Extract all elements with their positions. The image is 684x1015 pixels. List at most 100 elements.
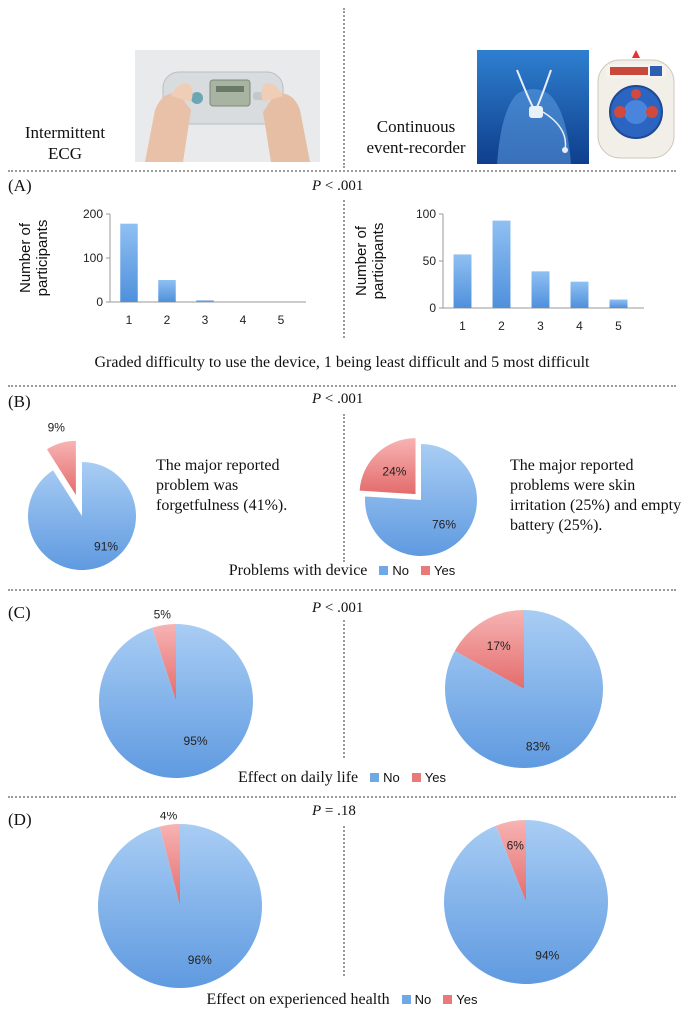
no-slice xyxy=(445,610,603,768)
bar xyxy=(531,271,550,308)
panel-a-caption: Graded difficulty to use the device, 1 b… xyxy=(94,354,590,371)
panel-a-divider xyxy=(343,200,345,338)
yes-slice xyxy=(495,820,526,902)
legend-swatch-yes xyxy=(421,566,431,575)
panel-b-divider xyxy=(343,414,345,562)
y-tick-label: 0 xyxy=(96,295,103,309)
x-tick-label: 4 xyxy=(576,319,583,333)
panel-c-caption-row: Effect on daily life No Yes xyxy=(0,769,684,787)
panel-d-right-pie: 94% 6% xyxy=(444,820,608,984)
panel-a-letter: (A) xyxy=(8,176,32,195)
panel-b-letter: (B) xyxy=(8,392,31,411)
panel-b-left-pie: 91% 9% xyxy=(27,420,136,570)
bar xyxy=(158,280,176,302)
legend-swatch-no xyxy=(401,995,411,1004)
panel-b-separator xyxy=(8,589,676,591)
x-tick-label: 3 xyxy=(537,319,544,333)
slice-label: 9% xyxy=(48,420,66,434)
yes-slice xyxy=(454,610,524,689)
x-tick-label: 1 xyxy=(126,313,133,327)
panel-d-p-value: P = .18 xyxy=(312,803,356,819)
y-tick-label: 200 xyxy=(83,207,103,221)
header-separator xyxy=(8,170,676,172)
yes-slice xyxy=(46,440,76,495)
panel-b-right-pie: 76% 24% xyxy=(359,438,477,556)
panel-d-caption-row: Effect on experienced health No Yes xyxy=(0,991,684,1009)
legend-no: No xyxy=(379,563,409,578)
yes-slice xyxy=(159,824,180,906)
legend-swatch-no xyxy=(379,566,389,575)
x-tick-label: 2 xyxy=(498,319,505,333)
y-tick-label: 100 xyxy=(83,251,103,265)
legend-yes: Yes xyxy=(421,563,455,578)
bar xyxy=(120,223,138,302)
bar xyxy=(570,281,589,308)
y-axis-label: Number ofparticipants xyxy=(17,220,51,297)
y-tick-label: 100 xyxy=(416,207,436,221)
slice-label: 83% xyxy=(526,740,550,754)
legend-swatch-yes xyxy=(443,995,453,1004)
panel-a-left-bar-chart: 0 100 200 1 2 3 4 5 Number ofparticipants xyxy=(17,207,306,327)
panel-c-right-pie: 83% 17% xyxy=(445,610,603,768)
panel-a-right-bar-chart: 0 50 100 1 2 3 4 5 Number ofparticipants xyxy=(353,207,644,333)
panel-c-divider xyxy=(343,620,345,758)
no-slice xyxy=(444,820,608,984)
panel-b-p-value: P < .001 xyxy=(312,391,364,407)
slice-label: 24% xyxy=(382,465,406,479)
legend-swatch-no xyxy=(370,773,380,782)
slice-label: 5% xyxy=(154,610,172,621)
panel-c-separator xyxy=(8,796,676,798)
y-axis-label: Number ofparticipants xyxy=(353,223,387,300)
panel-c-p-value: P < .001 xyxy=(312,600,364,616)
slice-label: 4% xyxy=(160,812,178,823)
panel-a-p-value: P < .001 xyxy=(312,178,364,194)
x-tick-label: 2 xyxy=(164,313,171,327)
y-tick-label: 50 xyxy=(423,254,437,268)
x-tick-label: 5 xyxy=(278,313,285,327)
x-tick-label: 3 xyxy=(202,313,209,327)
bar xyxy=(609,299,628,308)
slice-label: 76% xyxy=(432,517,456,531)
chest-worn-event-recorder-photo xyxy=(477,50,589,164)
panel-c-caption: Effect on daily life xyxy=(238,769,359,786)
panel-b-left-note: The major reported problem was forgetful… xyxy=(156,457,288,514)
no-slice xyxy=(365,444,477,556)
slice-label: 6% xyxy=(507,839,525,853)
panel-c-left-pie: 95% 5% xyxy=(99,610,254,778)
right-device-label: Continuous event-recorder xyxy=(366,117,466,157)
slice-label: 95% xyxy=(184,734,208,748)
x-tick-label: 1 xyxy=(459,319,466,333)
panel-b-caption: Problems with device xyxy=(228,562,368,579)
legend-swatch-yes xyxy=(411,773,421,782)
panel-d-left-pie: 96% 4% xyxy=(97,812,262,988)
panel-a-separator xyxy=(8,385,676,387)
legend-yes: Yes xyxy=(411,770,446,785)
slice-label: 17% xyxy=(487,639,511,653)
bar xyxy=(453,254,472,308)
header-divider xyxy=(343,8,345,168)
no-slice xyxy=(27,462,136,570)
x-tick-label: 5 xyxy=(615,319,622,333)
y-tick-label: 0 xyxy=(429,301,436,315)
x-tick-label: 4 xyxy=(240,313,247,327)
panel-c-letter: (C) xyxy=(8,603,31,622)
no-slice xyxy=(99,624,254,778)
slice-label: 96% xyxy=(188,953,212,967)
handheld-ecg-device-photo xyxy=(135,50,320,162)
event-recorder-unit-photo xyxy=(592,50,680,164)
legend-no: No xyxy=(370,770,400,785)
yes-slice xyxy=(152,624,176,701)
slice-label: 91% xyxy=(94,540,118,554)
yes-slice xyxy=(359,438,416,495)
left-device-label: Intermittent ECG xyxy=(24,123,106,163)
panel-d-caption: Effect on experienced health xyxy=(206,991,390,1008)
bar xyxy=(492,220,511,308)
panel-b-right-note: The major reported problems were skin ir… xyxy=(510,457,682,534)
legend-no: No xyxy=(401,992,431,1007)
panel-b-caption-row: Problems with device No Yes xyxy=(0,562,684,580)
panel-d-letter: (D) xyxy=(8,810,32,829)
bar xyxy=(196,300,214,302)
no-slice xyxy=(97,824,262,988)
panel-d-divider xyxy=(343,826,345,976)
slice-label: 94% xyxy=(535,948,559,962)
